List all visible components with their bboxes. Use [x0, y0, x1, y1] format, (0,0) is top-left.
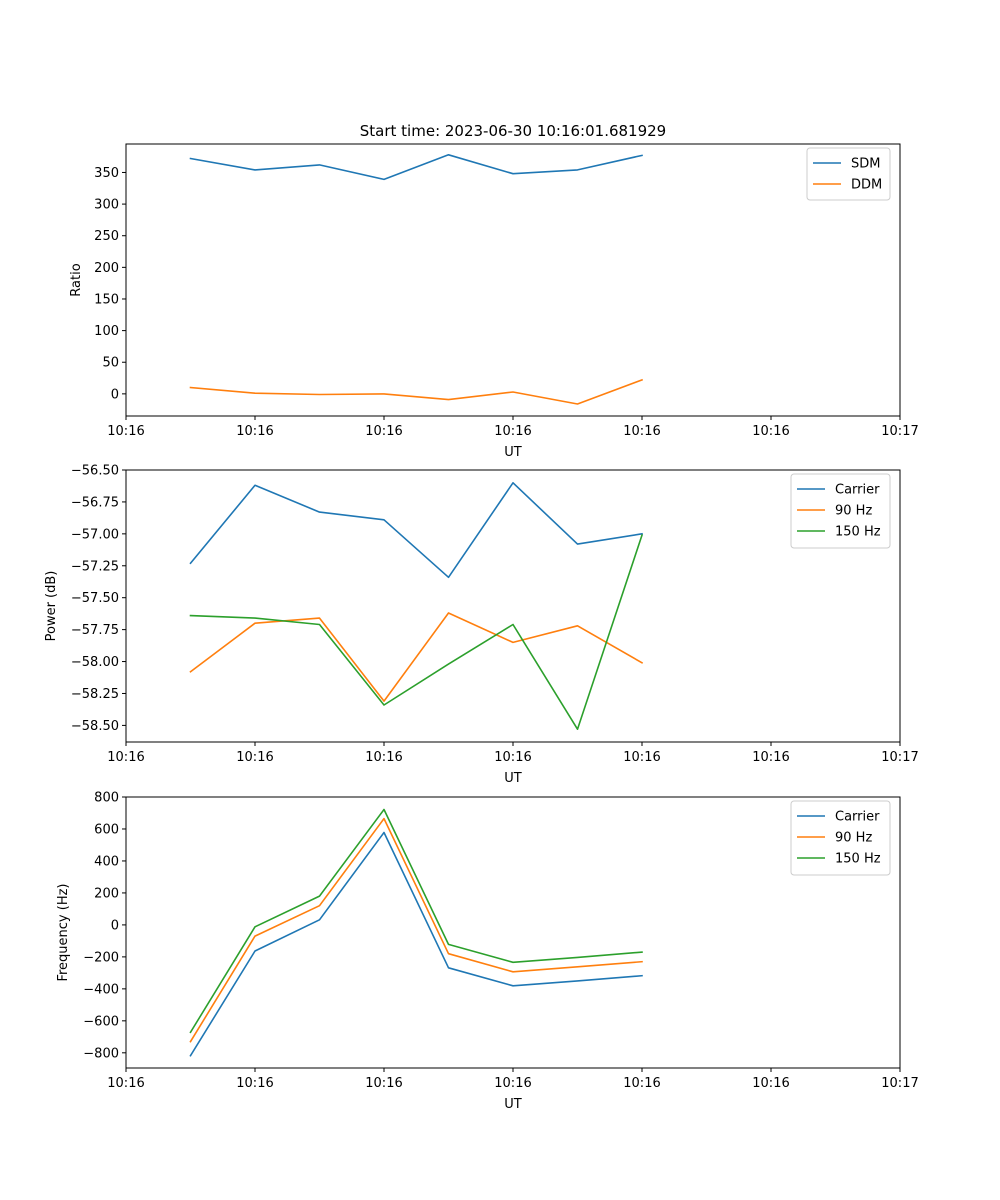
x-tick-label: 10:16 [236, 750, 273, 765]
y-axis-label: Power (dB) [44, 571, 59, 642]
legend-box [790, 800, 891, 876]
x-tick-label: 10:16 [494, 424, 531, 439]
y-axis-label: Ratio [69, 263, 84, 296]
legend-label: SDM [851, 157, 880, 172]
legend-label: Carrier [835, 483, 880, 498]
x-tick-label: 10:16 [236, 1076, 273, 1091]
x-tick-label: 10:16 [365, 424, 402, 439]
series-line-150-hz [189, 534, 644, 731]
y-tick-label: 300 [94, 198, 119, 213]
series-line-90-hz [189, 612, 644, 702]
x-tick-label: 10:16 [365, 1076, 402, 1091]
series-line-sdm [189, 154, 643, 181]
series-line-150-hz [189, 808, 643, 1034]
legend-box [790, 473, 891, 549]
x-tick-label: 10:16 [107, 424, 144, 439]
y-tick-label: 0 [111, 918, 119, 933]
series-line-carrier [189, 831, 643, 1057]
legend: Carrier 90 Hz 150 Hz [790, 800, 891, 876]
y-tick-label: −200 [83, 950, 119, 965]
x-tick-label: 10:16 [752, 750, 789, 765]
chart-title: Start time: 2023-06-30 10:16:01.681929 [360, 122, 666, 140]
series-line-90-hz [189, 817, 643, 1043]
y-tick-label: −56.50 [71, 464, 119, 479]
y-tick-label: 100 [94, 324, 119, 339]
y-tick-label: −58.50 [71, 719, 119, 734]
x-tick-label: 10:16 [107, 1076, 144, 1091]
y-tick-label: 150 [94, 292, 119, 307]
y-tick-label: −800 [83, 1046, 119, 1061]
x-tick-label: 10:17 [881, 750, 918, 765]
x-tick-label: 10:17 [881, 1076, 918, 1091]
y-tick-label: −57.75 [71, 623, 119, 638]
y-tick-label: −58.00 [71, 655, 119, 670]
y-tick-label: −57.25 [71, 559, 119, 574]
x-axis-label: UT [504, 445, 522, 460]
y-tick-label: −57.50 [71, 591, 119, 606]
x-axis-label: UT [504, 1097, 522, 1112]
x-tick-label: 10:16 [623, 424, 660, 439]
x-tick-label: 10:16 [236, 424, 273, 439]
x-tick-label: 10:16 [623, 750, 660, 765]
y-tick-label: 250 [94, 229, 119, 244]
subplot-2: 10:16 10:16 10:16 10:16 10:16 10:16 10:17 −56.5… [44, 464, 919, 787]
y-tick-label: −56.75 [71, 495, 119, 510]
y-tick-label: 50 [102, 356, 119, 371]
y-tick-label: 400 [94, 854, 119, 869]
subplot-1: Start time: 2023-06-30 10:16:01.681929 10… [69, 122, 919, 460]
x-tick-label: 10:16 [494, 1076, 531, 1091]
y-tick-label: 200 [94, 261, 119, 276]
y-tick-label: −58.25 [71, 687, 119, 702]
legend-box [806, 147, 891, 201]
series-line-carrier [189, 481, 643, 579]
series-line-ddm [189, 378, 644, 405]
x-tick-label: 10:17 [881, 424, 918, 439]
y-tick-label: −600 [83, 1014, 119, 1029]
y-tick-label: 0 [111, 387, 119, 402]
x-tick-label: 10:16 [752, 1076, 789, 1091]
y-tick-label: 800 [94, 791, 119, 806]
x-tick-label: 10:16 [623, 1076, 660, 1091]
legend-label: Carrier [835, 810, 880, 825]
legend: Carrier 90 Hz 150 Hz [790, 473, 891, 549]
legend-label: 150 Hz [835, 525, 881, 540]
legend: SDM DDM [806, 147, 891, 201]
y-axis-label: Frequency (Hz) [56, 883, 71, 981]
x-tick-label: 10:16 [107, 750, 144, 765]
x-tick-label: 10:16 [365, 750, 402, 765]
legend-label: 90 Hz [835, 504, 872, 519]
y-tick-label: −57.00 [71, 527, 119, 542]
x-tick-label: 10:16 [752, 424, 789, 439]
y-tick-label: 200 [94, 886, 119, 901]
subplot-3: 10:16 10:16 10:16 10:16 10:16 10:16 10:17 −800 −… [56, 791, 919, 1113]
legend-label: DDM [851, 178, 882, 193]
x-tick-label: 10:16 [494, 750, 531, 765]
y-tick-label: −400 [83, 982, 119, 997]
x-axis-label: UT [504, 771, 522, 786]
legend-label: 90 Hz [835, 831, 872, 846]
legend-label: 150 Hz [835, 852, 881, 867]
y-tick-label: 600 [94, 822, 119, 837]
y-tick-label: 350 [94, 166, 119, 181]
